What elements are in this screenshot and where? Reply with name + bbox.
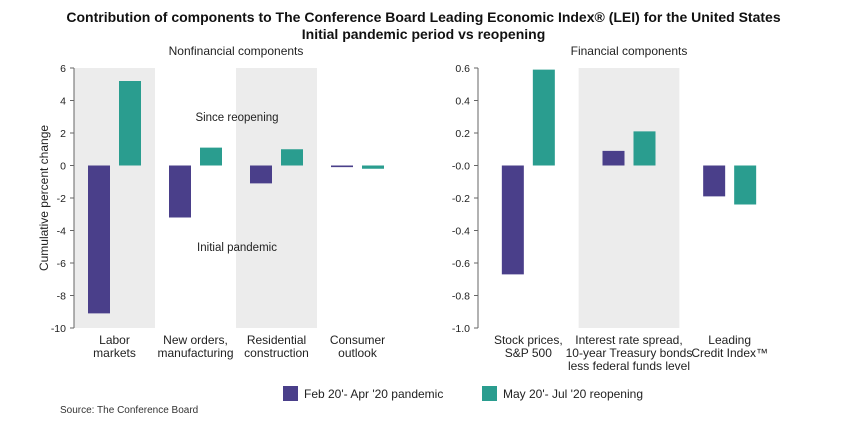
category-label-0-0-0: Labor xyxy=(99,333,130,347)
y-tick-label-0-8: -10 xyxy=(51,323,66,335)
bar-0-s0-c3 xyxy=(331,165,353,168)
category-label-0-3-0: Consumer xyxy=(330,333,385,347)
bar-1-s1-c1 xyxy=(633,131,656,166)
category-label-1-0-0: Stock prices, xyxy=(494,333,563,347)
legend-label-reopening: May 20'- Jul '20 reopening xyxy=(503,386,643,401)
annotation-since-reopening: Since reopening xyxy=(195,112,278,124)
y-tick-label-1-7: -0.8 xyxy=(452,291,470,303)
legend-label-pandemic: Feb 20'- Apr '20 pandemic xyxy=(304,386,444,401)
y-tick-label-0-2: 2 xyxy=(60,128,66,140)
bar-0-s1-c2 xyxy=(281,149,303,166)
panel-title-1: Financial components xyxy=(571,44,688,58)
y-axis-label: Cumulative percent change xyxy=(37,125,51,271)
y-tick-label-1-4: -0.2 xyxy=(452,193,470,205)
y-tick-label-1-8: -1.0 xyxy=(452,323,470,335)
y-tick-label-0-4: -2 xyxy=(57,193,66,205)
bar-0-s1-c3 xyxy=(362,165,384,169)
y-tick-label-1-5: -0.4 xyxy=(452,226,470,238)
category-label-0-3-1: outlook xyxy=(338,346,378,360)
category-label-0-0-1: markets xyxy=(93,346,136,360)
y-tick-label-1-6: -0.6 xyxy=(452,258,470,270)
bar-1-s0-c0 xyxy=(501,165,524,275)
chart-subtitle: Initial pandemic period vs reopening xyxy=(301,26,546,42)
annotation-initial-pandemic: Initial pandemic xyxy=(197,242,277,254)
category-label-0-1-0: New orders, xyxy=(163,333,228,347)
y-tick-label-0-1: 4 xyxy=(60,96,66,108)
category-label-0-1-1: manufacturing xyxy=(157,346,233,360)
y-tick-label-0-6: -6 xyxy=(57,258,66,270)
category-label-1-2-0: Leading xyxy=(708,333,751,347)
source-note: Source: The Conference Board xyxy=(60,405,199,416)
y-tick-label-1-0: 0.6 xyxy=(455,63,470,75)
bar-0-s1-c1 xyxy=(200,147,222,166)
bar-1-s0-c1 xyxy=(602,150,625,166)
category-label-0-2-1: construction xyxy=(244,346,309,360)
y-tick-label-0-7: -8 xyxy=(57,291,66,303)
legend-swatch-pandemic xyxy=(283,386,298,401)
legend-item-reopening: May 20'- Jul '20 reopening xyxy=(482,386,643,401)
chart-title: Contribution of components to The Confer… xyxy=(66,9,781,25)
category-label-1-1-0: Interest rate spread, xyxy=(575,333,682,347)
legend-swatch-reopening xyxy=(482,386,497,401)
y-tick-label-0-5: -4 xyxy=(57,226,66,238)
bar-1-s1-c2 xyxy=(734,165,757,205)
bar-0-s0-c2 xyxy=(250,165,272,184)
category-label-1-1-1: 10-year Treasury bonds xyxy=(566,346,693,360)
y-tick-label-1-2: 0.2 xyxy=(455,128,470,140)
bar-1-s0-c2 xyxy=(703,165,726,197)
bar-0-s1-c0 xyxy=(119,81,141,166)
legend-item-pandemic: Feb 20'- Apr '20 pandemic xyxy=(283,386,443,401)
category-label-1-0-1: S&P 500 xyxy=(505,346,552,360)
category-band-0-0 xyxy=(74,68,155,328)
bar-0-s0-c0 xyxy=(88,165,110,314)
bar-1-s1-c0 xyxy=(532,69,555,166)
category-band-1-1 xyxy=(578,68,680,328)
category-label-1-2-1: Credit Index™ xyxy=(691,346,768,360)
panel-title-0: Nonfinancial components xyxy=(169,44,304,58)
y-tick-label-0-3: 0 xyxy=(60,161,66,173)
category-label-0-2-0: Residential xyxy=(247,333,306,347)
y-tick-label-1-3: -0.0 xyxy=(452,161,470,173)
y-tick-label-0-0: 6 xyxy=(60,63,66,75)
category-band-0-2 xyxy=(236,68,317,328)
category-label-1-1-2: less federal funds level xyxy=(568,359,690,373)
bar-0-s0-c1 xyxy=(169,165,191,218)
y-tick-label-1-1: 0.4 xyxy=(455,96,470,108)
